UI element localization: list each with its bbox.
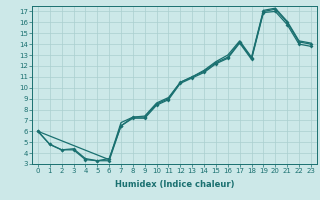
X-axis label: Humidex (Indice chaleur): Humidex (Indice chaleur) [115, 180, 234, 189]
